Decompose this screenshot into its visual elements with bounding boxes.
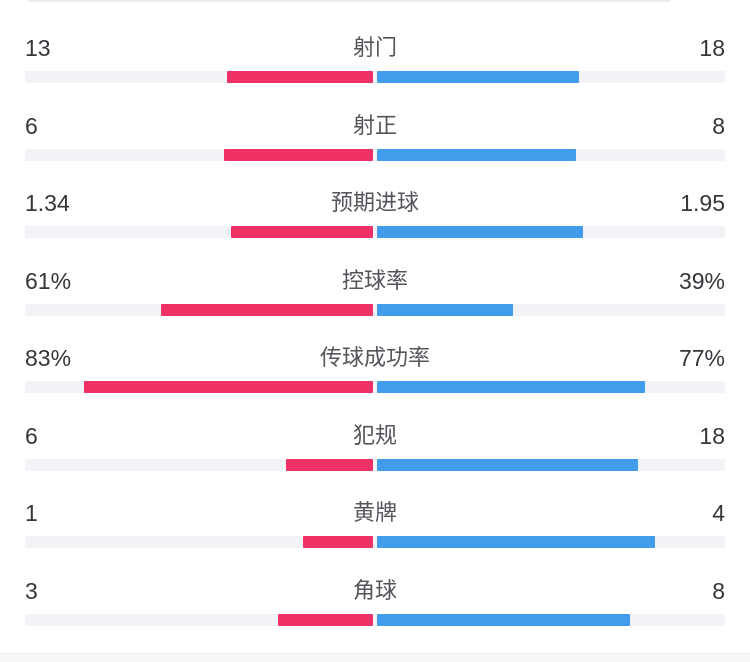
stat-bar-track <box>25 71 725 83</box>
home-bar-area <box>25 536 375 548</box>
home-bar-area <box>25 458 375 471</box>
away-bar <box>377 613 631 626</box>
stat-label: 射门 <box>352 35 398 60</box>
away-bar <box>377 303 513 316</box>
away-bar <box>377 381 645 393</box>
away-bar <box>377 71 580 83</box>
stat-label: 角球 <box>352 577 398 603</box>
stat-bar-track <box>25 458 725 471</box>
top-divider <box>28 0 670 2</box>
home-value: 61% <box>25 267 72 294</box>
home-value: 6 <box>25 112 38 139</box>
stat-row-corners: 3 角球 8 <box>25 576 725 654</box>
home-value: 13 <box>25 35 51 61</box>
home-value: 83% <box>25 345 72 371</box>
stat-row-pass-accuracy: 83% 传球成功率 77% <box>25 343 725 421</box>
away-value: 18 <box>699 35 725 61</box>
away-value: 4 <box>712 500 725 526</box>
stat-line: 1 黄牌 4 <box>25 498 725 528</box>
home-bar-area <box>25 613 375 626</box>
away-bar-area <box>375 148 725 161</box>
home-bar <box>84 381 373 393</box>
home-bar <box>278 613 373 626</box>
stat-line: 83% 传球成功率 77% <box>25 343 725 373</box>
away-bar <box>377 458 638 471</box>
away-value: 8 <box>712 112 725 139</box>
stat-row-yellow-cards: 1 黄牌 4 <box>25 498 725 576</box>
away-bar-area <box>375 303 725 316</box>
stat-line: 13 射门 18 <box>25 33 725 63</box>
stat-line: 6 射正 8 <box>25 111 725 141</box>
away-value: 77% <box>678 345 725 371</box>
home-bar-area <box>25 303 375 316</box>
section-divider <box>0 653 750 662</box>
stat-row-expected-goals: 1.34 预期进球 1.95 <box>25 188 725 266</box>
away-bar <box>377 148 576 161</box>
stat-line: 61% 控球率 39% <box>25 266 725 296</box>
stat-bar-track <box>25 148 725 161</box>
stat-label: 黄牌 <box>352 500 398 525</box>
home-bar <box>303 536 373 548</box>
stat-label: 犯规 <box>352 422 398 448</box>
stat-label: 射正 <box>352 112 398 138</box>
away-value: 39% <box>678 267 725 294</box>
stat-bar-track <box>25 381 725 393</box>
away-value: 18 <box>699 422 725 449</box>
away-bar <box>377 226 584 238</box>
home-bar <box>223 148 373 161</box>
stat-row-possession: 61% 控球率 39% <box>25 266 725 344</box>
stat-bar-track <box>25 613 725 626</box>
away-bar-area <box>375 226 725 238</box>
stat-row-shots-on-target: 6 射正 8 <box>25 111 725 189</box>
stat-label: 控球率 <box>341 267 409 293</box>
home-bar-area <box>25 226 375 238</box>
home-bar <box>227 71 373 83</box>
away-value: 8 <box>712 577 725 604</box>
home-bar <box>160 303 373 316</box>
away-value: 1.95 <box>680 190 725 216</box>
home-value: 3 <box>25 577 38 604</box>
stat-label: 传球成功率 <box>319 345 431 370</box>
home-bar <box>286 458 373 471</box>
home-value: 1 <box>25 500 38 526</box>
away-bar-area <box>375 536 725 548</box>
stat-line: 3 角球 8 <box>25 576 725 606</box>
stat-bar-track <box>25 536 725 548</box>
away-bar <box>377 536 656 548</box>
away-bar-area <box>375 381 725 393</box>
stat-row-fouls: 6 犯规 18 <box>25 421 725 499</box>
home-bar-area <box>25 71 375 83</box>
stat-row-shots: 13 射门 18 <box>25 33 725 111</box>
home-bar <box>231 226 373 238</box>
home-value: 1.34 <box>25 190 70 216</box>
stat-label: 预期进球 <box>330 190 420 215</box>
home-bar-area <box>25 148 375 161</box>
away-bar-area <box>375 458 725 471</box>
stat-bar-track <box>25 226 725 238</box>
home-bar-area <box>25 381 375 393</box>
stat-bar-track <box>25 303 725 316</box>
match-stats-panel: 13 射门 18 6 射正 8 1.34 预期进球 1.95 <box>25 33 725 653</box>
home-value: 6 <box>25 422 38 449</box>
stat-line: 1.34 预期进球 1.95 <box>25 188 725 218</box>
away-bar-area <box>375 71 725 83</box>
stat-line: 6 犯规 18 <box>25 421 725 451</box>
away-bar-area <box>375 613 725 626</box>
